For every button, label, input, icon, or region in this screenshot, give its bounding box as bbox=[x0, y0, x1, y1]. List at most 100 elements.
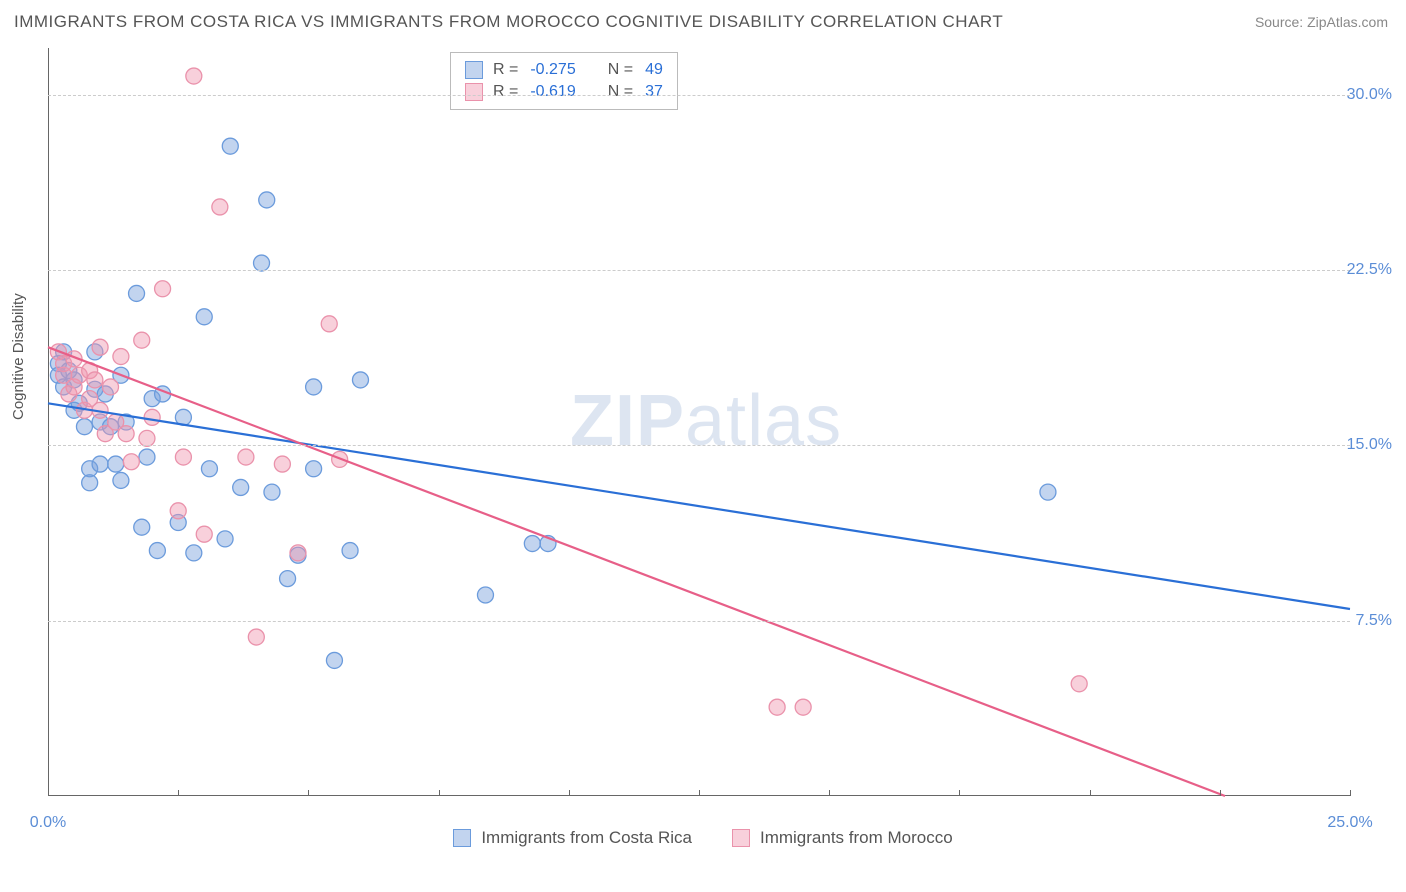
scatter-point bbox=[134, 332, 150, 348]
scatter-point bbox=[274, 456, 290, 472]
scatter-point bbox=[342, 543, 358, 559]
legend-row-costa-rica: R = -0.275 N = 49 bbox=[465, 59, 663, 81]
y-tick-label: 22.5% bbox=[1347, 261, 1392, 279]
scatter-point bbox=[113, 349, 129, 365]
plot-svg bbox=[48, 48, 1350, 796]
scatter-point bbox=[1040, 484, 1056, 500]
scatter-point bbox=[134, 519, 150, 535]
scatter-point bbox=[264, 484, 280, 500]
scatter-point bbox=[326, 652, 342, 668]
scatter-point bbox=[321, 316, 337, 332]
y-tick-label: 30.0% bbox=[1347, 86, 1392, 104]
scatter-point bbox=[306, 461, 322, 477]
x-tick-mark-minor bbox=[959, 790, 960, 796]
scatter-point bbox=[92, 456, 108, 472]
scatter-point bbox=[1071, 676, 1087, 692]
scatter-point bbox=[175, 449, 191, 465]
source-attribution: Source: ZipAtlas.com bbox=[1255, 14, 1388, 30]
trend-line bbox=[48, 347, 1225, 796]
y-tick-label: 7.5% bbox=[1356, 612, 1392, 630]
x-tick-mark-minor bbox=[178, 790, 179, 796]
scatter-point bbox=[477, 587, 493, 603]
swatch-costa-rica bbox=[465, 61, 483, 79]
scatter-point bbox=[196, 309, 212, 325]
scatter-point bbox=[352, 372, 368, 388]
scatter-point bbox=[222, 138, 238, 154]
x-tick-mark bbox=[1090, 790, 1091, 796]
scatter-point bbox=[155, 281, 171, 297]
scatter-point bbox=[82, 475, 98, 491]
scatter-point bbox=[108, 456, 124, 472]
scatter-point bbox=[290, 545, 306, 561]
scatter-point bbox=[212, 199, 228, 215]
x-tick-mark bbox=[829, 790, 830, 796]
scatter-point bbox=[87, 372, 103, 388]
scatter-point bbox=[769, 699, 785, 715]
n-value-morocco: 37 bbox=[645, 83, 663, 101]
x-tick-mark bbox=[48, 790, 49, 796]
scatter-point bbox=[196, 526, 212, 542]
scatter-point bbox=[186, 68, 202, 84]
chart-title: IMMIGRANTS FROM COSTA RICA VS IMMIGRANTS… bbox=[14, 12, 1003, 32]
scatter-point bbox=[795, 699, 811, 715]
n-value-costa-rica: 49 bbox=[645, 61, 663, 79]
gridline-horizontal bbox=[48, 270, 1350, 271]
scatter-point bbox=[170, 503, 186, 519]
scatter-point bbox=[92, 339, 108, 355]
y-tick-label: 15.0% bbox=[1347, 436, 1392, 454]
scatter-point bbox=[129, 285, 145, 301]
source-name: ZipAtlas.com bbox=[1307, 14, 1388, 30]
correlation-legend: R = -0.275 N = 49 R = -0.619 N = 37 bbox=[450, 52, 678, 110]
x-tick-mark-minor bbox=[439, 790, 440, 796]
x-tick-mark bbox=[308, 790, 309, 796]
scatter-point bbox=[280, 571, 296, 587]
scatter-point bbox=[186, 545, 202, 561]
scatter-point bbox=[524, 536, 540, 552]
scatter-point bbox=[306, 379, 322, 395]
scatter-point bbox=[139, 430, 155, 446]
scatter-point bbox=[118, 426, 134, 442]
series-legend: Immigrants from Costa Rica Immigrants fr… bbox=[0, 828, 1406, 848]
scatter-point bbox=[259, 192, 275, 208]
gridline-horizontal bbox=[48, 621, 1350, 622]
scatter-point bbox=[139, 449, 155, 465]
n-label: N = bbox=[608, 61, 633, 79]
scatter-point bbox=[76, 419, 92, 435]
scatter-point bbox=[248, 629, 264, 645]
scatter-point bbox=[102, 379, 118, 395]
r-label: R = bbox=[493, 61, 518, 79]
scatter-point bbox=[144, 409, 160, 425]
r-label: R = bbox=[493, 83, 518, 101]
legend-label-morocco: Immigrants from Morocco bbox=[760, 828, 953, 848]
x-tick-mark bbox=[569, 790, 570, 796]
legend-row-morocco: R = -0.619 N = 37 bbox=[465, 81, 663, 103]
gridline-horizontal bbox=[48, 445, 1350, 446]
swatch-morocco bbox=[732, 829, 750, 847]
x-tick-label: 0.0% bbox=[30, 814, 66, 832]
scatter-point bbox=[254, 255, 270, 271]
swatch-morocco bbox=[465, 83, 483, 101]
x-tick-mark-minor bbox=[1220, 790, 1221, 796]
swatch-costa-rica bbox=[453, 829, 471, 847]
gridline-horizontal bbox=[48, 95, 1350, 96]
scatter-point bbox=[201, 461, 217, 477]
x-tick-label: 25.0% bbox=[1327, 814, 1372, 832]
legend-item-costa-rica: Immigrants from Costa Rica bbox=[453, 828, 692, 848]
scatter-point bbox=[238, 449, 254, 465]
scatter-point bbox=[233, 479, 249, 495]
x-tick-mark-minor bbox=[699, 790, 700, 796]
x-tick-mark bbox=[1350, 790, 1351, 796]
scatter-point bbox=[149, 543, 165, 559]
legend-item-morocco: Immigrants from Morocco bbox=[732, 828, 953, 848]
legend-label-costa-rica: Immigrants from Costa Rica bbox=[481, 828, 692, 848]
scatter-point bbox=[217, 531, 233, 547]
r-value-morocco: -0.619 bbox=[530, 83, 575, 101]
scatter-point bbox=[113, 472, 129, 488]
n-label: N = bbox=[608, 83, 633, 101]
scatter-point bbox=[123, 454, 139, 470]
r-value-costa-rica: -0.275 bbox=[530, 61, 575, 79]
y-axis-label: Cognitive Disability bbox=[10, 293, 27, 420]
source-label: Source: bbox=[1255, 14, 1303, 30]
chart-container: { "title": "IMMIGRANTS FROM COSTA RICA V… bbox=[0, 0, 1406, 892]
trend-line bbox=[48, 403, 1350, 609]
